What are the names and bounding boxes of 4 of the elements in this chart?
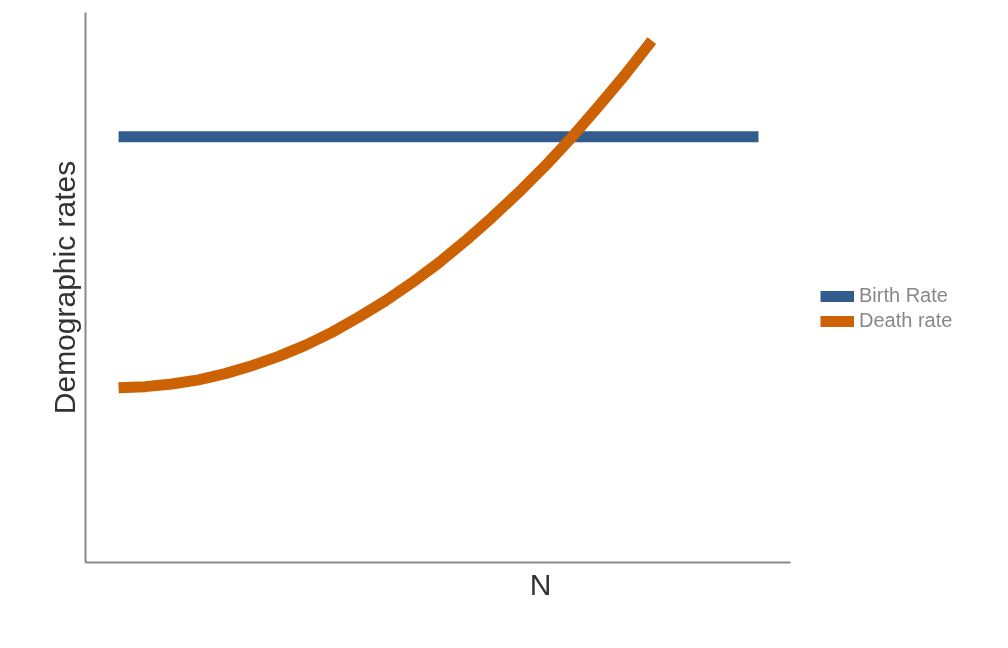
legend-label: Birth Rate [859,284,948,307]
y-axis-title: Demographic rates [47,160,81,415]
x-axis-title: N [529,567,552,601]
legend-label: Death rate [859,309,953,332]
